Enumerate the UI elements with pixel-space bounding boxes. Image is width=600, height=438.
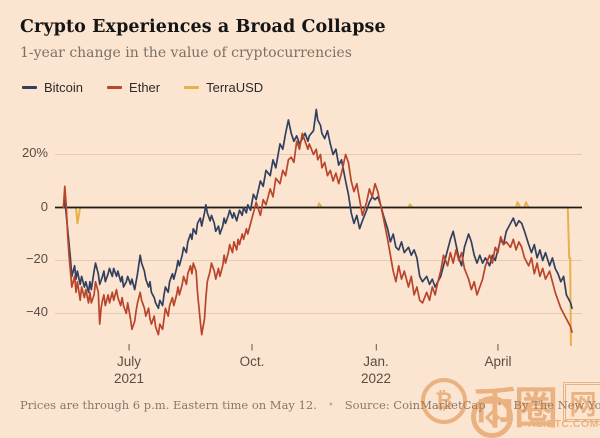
chart-subtitle: 1-year change in the value of cryptocurr…	[20, 45, 352, 61]
ether-line	[62, 132, 573, 336]
x-tick-label-jan: Jan. 2022	[338, 353, 414, 387]
y-tick-label-0: 0	[40, 199, 48, 214]
footer-separator-icon: •	[496, 399, 503, 411]
y-tick-label-n20: −20	[25, 251, 48, 266]
x-tick-year: 2022	[360, 371, 392, 386]
x-tick-label-july: July 2021	[91, 353, 167, 387]
footer-source: Source: CoinMarketCap	[344, 398, 486, 412]
terrausd-swatch-icon	[184, 86, 200, 89]
footer: Prices are through 6 p.m. Eastern time o…	[20, 398, 600, 412]
terrausd-line	[62, 201, 572, 347]
legend-label-bitcoin: Bitcoin	[44, 80, 84, 95]
y-tick-label-20: 20%	[21, 145, 48, 160]
footer-byline: By The New York Times	[513, 398, 600, 412]
legend-item-terrausd: TerraUSD	[184, 80, 263, 95]
x-tick-month: Oct.	[239, 354, 265, 369]
x-tick-month: July	[116, 354, 141, 369]
legend: Bitcoin Ether TerraUSD	[22, 80, 263, 95]
x-tick-month: April	[484, 354, 512, 369]
legend-item-bitcoin: Bitcoin	[22, 80, 83, 95]
legend-label-terrausd: TerraUSD	[206, 80, 264, 95]
bitcoin-line	[62, 108, 573, 310]
footer-separator-icon: •	[327, 399, 334, 411]
x-tick-year: 2021	[113, 371, 145, 386]
page-title: Crypto Experiences a Broad Collapse	[20, 17, 386, 37]
footer-note: Prices are through 6 p.m. Eastern time o…	[20, 398, 317, 412]
ether-swatch-icon	[107, 86, 123, 89]
y-tick-label-n40: −40	[25, 304, 48, 319]
legend-label-ether: Ether	[129, 80, 161, 95]
legend-item-ether: Ether	[107, 80, 160, 95]
x-tick-label-oct: Oct.	[214, 353, 290, 370]
bitcoin-swatch-icon	[22, 86, 37, 89]
x-tick-month: Jan.	[363, 354, 389, 369]
x-tick-label-april: April	[460, 353, 536, 370]
